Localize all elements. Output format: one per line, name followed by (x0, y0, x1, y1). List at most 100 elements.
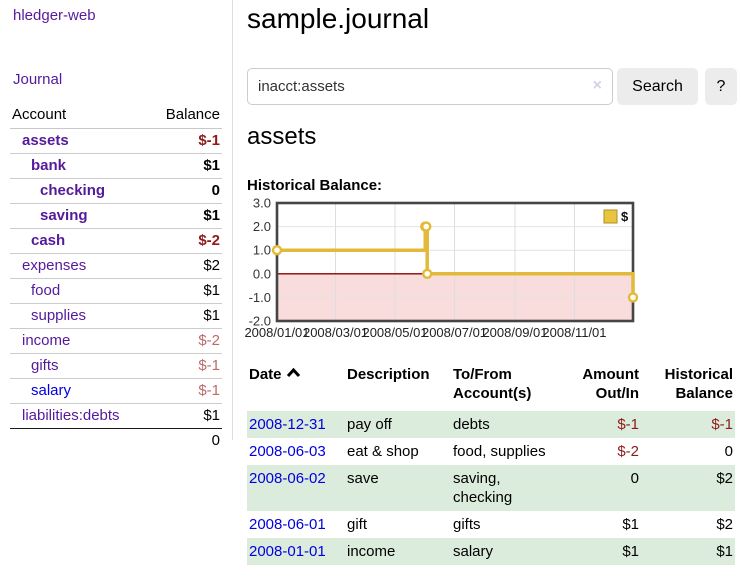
account-link-salary[interactable]: salary (31, 382, 71, 399)
account-balance: 0 (148, 179, 222, 204)
transaction-description: save (345, 465, 451, 511)
transaction-description: pay off (345, 411, 451, 438)
transaction-balance: $1 (641, 538, 735, 565)
transaction-date-link[interactable]: 2008-06-01 (249, 516, 326, 533)
account-balance: $1 (148, 279, 222, 304)
account-balance: $-1 (148, 379, 222, 404)
accounts-header-balance: Balance (148, 103, 222, 129)
transaction-date-link[interactable]: 2008-06-02 (249, 470, 326, 487)
transaction-amount: 0 (563, 465, 641, 511)
account-row: cash $-2 (10, 229, 222, 254)
transaction-balance: $2 (641, 465, 735, 511)
account-heading: assets (247, 123, 316, 151)
page-title: sample.journal (247, 3, 429, 35)
account-row: gifts $-1 (10, 354, 222, 379)
transaction-accounts: saving, checking (451, 465, 563, 511)
accounts-total-value: 0 (148, 429, 222, 454)
account-row: supplies $1 (10, 304, 222, 329)
account-balance: $-2 (148, 329, 222, 354)
register-row[interactable]: 2008-06-02 save saving, checking 0 $2 (247, 465, 735, 511)
transaction-description: income (345, 538, 451, 565)
svg-text:$: $ (621, 209, 629, 224)
svg-text:2008/01/01: 2008/01/01 (244, 325, 309, 340)
account-balance: $-1 (148, 354, 222, 379)
account-balance: $1 (148, 304, 222, 329)
svg-text:3.0: 3.0 (253, 198, 271, 211)
register-row[interactable]: 2008-12-31 pay off debts $-1 $-1 (247, 411, 735, 438)
account-balance: $1 (148, 154, 222, 179)
account-balance: $1 (148, 204, 222, 229)
account-link-food[interactable]: food (31, 282, 60, 299)
transaction-date-link[interactable]: 2008-12-31 (249, 416, 326, 433)
transaction-amount: $1 (563, 511, 641, 538)
balance-chart: 3.02.01.00.0-1.0-2.02008/01/012008/03/01… (240, 198, 642, 348)
svg-text:2008/03/01: 2008/03/01 (303, 325, 368, 340)
hledger-web-page: hledger-web Journal Account Balance asse… (0, 0, 742, 582)
account-balance: $-2 (148, 229, 222, 254)
transaction-description: eat & shop (345, 438, 451, 465)
search-form: × (247, 68, 613, 105)
accounts-header-account: Account (10, 103, 148, 129)
clear-search-icon[interactable]: × (593, 77, 602, 95)
accounts-header-row: Account Balance (10, 103, 222, 129)
account-row: liabilities:debts $1 (10, 404, 222, 429)
account-link-saving[interactable]: saving (40, 207, 88, 224)
account-balance: $2 (148, 254, 222, 279)
svg-text:2008/11/01: 2008/11/01 (542, 325, 606, 340)
account-link-gifts[interactable]: gifts (31, 357, 59, 374)
search-input[interactable] (247, 68, 613, 105)
account-row: assets $-1 (10, 129, 222, 154)
search-button[interactable]: Search (617, 68, 698, 105)
account-link-checking[interactable]: checking (40, 182, 105, 199)
help-button[interactable]: ? (705, 68, 737, 105)
svg-text:2008/05/01: 2008/05/01 (362, 325, 427, 340)
register-header-row: Date Description To/From Account(s) Amou… (247, 361, 735, 411)
account-row: checking 0 (10, 179, 222, 204)
register-row[interactable]: 2008-01-01 income salary $1 $1 (247, 538, 735, 565)
register-row[interactable]: 2008-06-03 eat & shop food, supplies $-2… (247, 438, 735, 465)
transaction-date-link[interactable]: 2008-01-01 (249, 543, 326, 560)
chart-heading: Historical Balance: (247, 177, 382, 194)
account-row: bank $1 (10, 154, 222, 179)
register-header-description: Description (345, 361, 451, 411)
register-header-date[interactable]: Date (247, 361, 345, 411)
account-balance: $1 (148, 404, 222, 429)
transaction-description: gift (345, 511, 451, 538)
register-row[interactable]: 2008-06-01 gift gifts $1 $2 (247, 511, 735, 538)
svg-text:-1.0: -1.0 (249, 290, 271, 305)
account-link-bank[interactable]: bank (31, 157, 66, 174)
account-link-expenses[interactable]: expenses (22, 257, 86, 274)
svg-text:1.0: 1.0 (253, 243, 271, 258)
account-row: income $-2 (10, 329, 222, 354)
account-row: food $1 (10, 279, 222, 304)
account-link-income[interactable]: income (22, 332, 70, 349)
transaction-accounts: food, supplies (451, 438, 563, 465)
sidebar-item-journal[interactable]: Journal (13, 71, 62, 88)
account-link-assets[interactable]: assets (22, 132, 69, 149)
register-header-balance: Historical Balance (641, 361, 735, 411)
account-balance: $-1 (148, 129, 222, 154)
register-header-amount: Amount Out/In (563, 361, 641, 411)
app-title-link[interactable]: hledger-web (13, 7, 96, 24)
account-link-liabilities-debts[interactable]: liabilities:debts (22, 407, 120, 424)
transaction-date-link[interactable]: 2008-06-03 (249, 443, 326, 460)
account-link-supplies[interactable]: supplies (31, 307, 86, 324)
sidebar: hledger-web Journal Account Balance asse… (0, 0, 233, 440)
svg-text:2.0: 2.0 (253, 219, 271, 234)
account-row: expenses $2 (10, 254, 222, 279)
transaction-amount: $-2 (563, 438, 641, 465)
transaction-accounts: debts (451, 411, 563, 438)
accounts-table: Account Balance assets $-1 bank $1 check… (10, 103, 222, 453)
transaction-amount: $-1 (563, 411, 641, 438)
svg-text:2008/07/01: 2008/07/01 (422, 325, 487, 340)
transaction-balance: $2 (641, 511, 735, 538)
register-table: Date Description To/From Account(s) Amou… (247, 361, 735, 565)
accounts-total-row: 0 (10, 429, 222, 454)
transaction-balance: $-1 (641, 411, 735, 438)
account-row: saving $1 (10, 204, 222, 229)
sort-ascending-icon (286, 368, 301, 378)
svg-text:0.0: 0.0 (253, 266, 271, 281)
svg-text:2008/09/01: 2008/09/01 (482, 325, 547, 340)
account-row: salary $-1 (10, 379, 222, 404)
account-link-cash[interactable]: cash (31, 232, 65, 249)
